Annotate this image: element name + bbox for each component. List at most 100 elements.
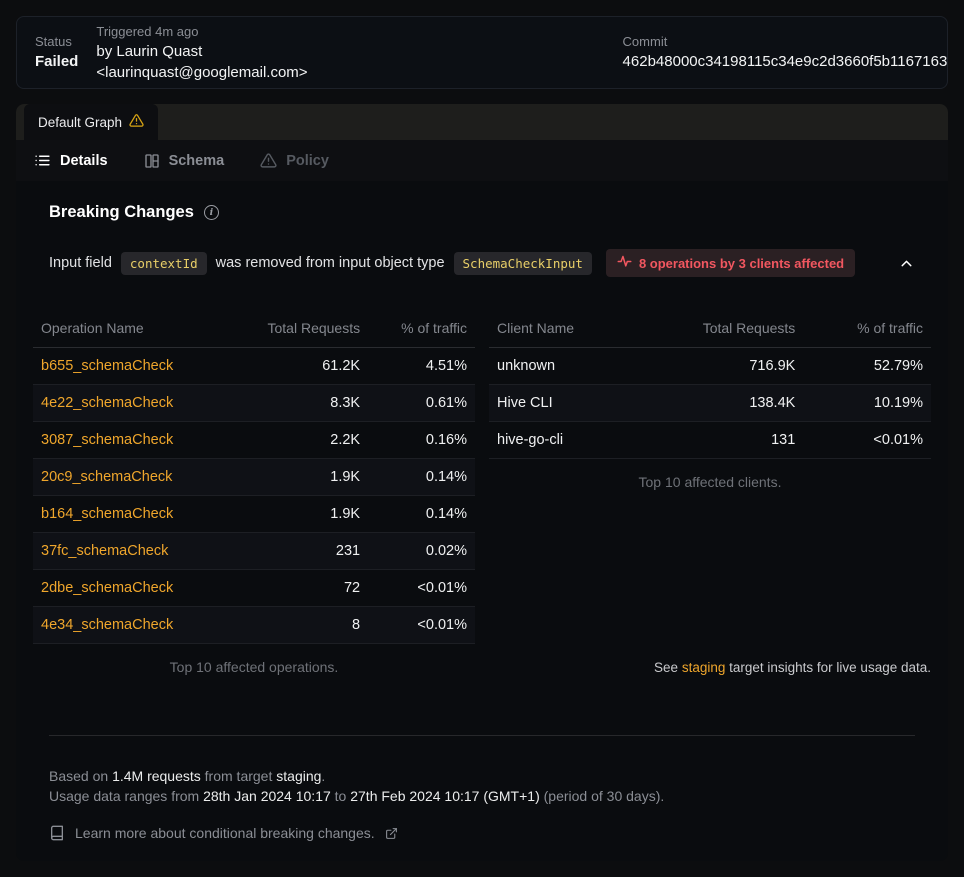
operations-caption: Top 10 affected operations. xyxy=(169,659,339,675)
commit-hash: 462b48000c34198115c34e9c2d3660f5b1167163 xyxy=(622,53,948,70)
based-target: staging xyxy=(276,768,322,784)
breaking-change-row[interactable]: Input field contextId was removed from i… xyxy=(49,249,915,277)
usage-footer: Based on 1.4M requests from target stagi… xyxy=(49,766,915,843)
affected-badge-label: 8 operations by 3 clients affected xyxy=(638,255,845,271)
range-prefix: Usage data ranges from xyxy=(49,788,200,804)
operation-traffic: <0.01% xyxy=(417,617,467,633)
range-to: to xyxy=(334,788,347,804)
operation-requests: 231 xyxy=(335,543,361,559)
ops-col-name: Operation Name xyxy=(33,312,227,348)
table-row: 4e22_schemaCheck 8.3K 0.61% xyxy=(33,384,475,422)
based-suffix: . xyxy=(321,768,326,784)
table-row: b164_schemaCheck 1.9K 0.14% xyxy=(33,496,475,533)
table-row: hive-go-cli 131 <0.01% xyxy=(489,422,931,459)
operations-table-panel: Operation Name Total Requests % of traff… xyxy=(33,312,475,675)
tab-schema[interactable]: Schema xyxy=(144,152,225,169)
operation-link[interactable]: 2dbe_schemaCheck xyxy=(41,580,174,596)
ops-col-traffic: % of traffic xyxy=(368,312,475,348)
insights-note: See staging target insights for live usa… xyxy=(489,630,931,675)
affected-badge: 8 operations by 3 clients affected xyxy=(605,249,856,277)
based-prefix: Based on xyxy=(49,768,109,784)
section-tabs: Details Schema xyxy=(16,140,948,181)
clients-col-name: Client Name xyxy=(489,312,635,348)
tab-default-graph[interactable]: Default Graph xyxy=(24,104,159,140)
table-row: b655_schemaCheck 61.2K 4.51% xyxy=(33,348,475,385)
insights-note-suffix: target insights for live usage data. xyxy=(729,660,931,675)
learn-more-label: Learn more about conditional breaking ch… xyxy=(75,825,375,841)
client-name: unknown xyxy=(497,358,556,374)
based-on-line: Based on 1.4M requests from target stagi… xyxy=(49,766,915,786)
based-middle: from target xyxy=(204,768,273,784)
change-type-code: SchemaCheckInput xyxy=(453,251,592,275)
learn-more-link[interactable]: Learn more about conditional breaking ch… xyxy=(49,823,915,843)
operation-link[interactable]: b655_schemaCheck xyxy=(41,358,174,374)
range-start: 28th Jan 2024 10:17 xyxy=(203,788,331,804)
info-icon[interactable]: i xyxy=(203,205,219,220)
client-requests: 138.4K xyxy=(749,395,796,411)
operation-requests: 61.2K xyxy=(322,358,361,374)
table-row: Hive CLI 138.4K 10.19% xyxy=(489,384,931,422)
breaking-changes-title: Breaking Changes xyxy=(49,203,194,221)
operation-traffic: 0.02% xyxy=(425,543,467,559)
range-suffix: (period of 30 days). xyxy=(543,788,665,804)
triggered-label: Triggered 4m ago xyxy=(96,23,199,39)
staging-target-link[interactable]: staging xyxy=(681,660,726,675)
tab-details-label: Details xyxy=(60,152,108,169)
tab-policy[interactable]: Policy xyxy=(260,152,329,169)
operation-traffic: <0.01% xyxy=(417,580,467,596)
clients-table: Client Name Total Requests % of traffic … xyxy=(489,312,931,459)
range-end: 27th Feb 2024 10:17 (GMT+1) xyxy=(350,788,540,804)
pulse-icon xyxy=(617,254,632,272)
client-requests: 131 xyxy=(771,432,796,448)
operation-requests: 8 xyxy=(352,617,361,633)
status-value: Failed xyxy=(35,53,79,70)
table-row: 2dbe_schemaCheck 72 <0.01% xyxy=(33,570,475,607)
operation-traffic: 0.14% xyxy=(425,506,467,522)
insights-note-prefix: See xyxy=(654,660,679,675)
change-field-code: contextId xyxy=(120,251,207,275)
operation-requests: 72 xyxy=(343,580,361,596)
list-icon xyxy=(34,152,51,169)
details-content: Breaking Changes i Input field contextId… xyxy=(16,181,948,861)
columns-icon xyxy=(144,153,160,169)
external-link-icon xyxy=(385,827,398,840)
clients-caption: Top 10 affected clients. xyxy=(638,474,782,490)
operation-link[interactable]: 37fc_schemaCheck xyxy=(41,543,169,559)
commit-group: Commit 462b48000c34198115c34e9c2d3660f5b… xyxy=(623,33,948,72)
client-name: hive-go-cli xyxy=(497,432,564,448)
operation-requests: 8.3K xyxy=(330,395,361,411)
operation-requests: 1.9K xyxy=(330,506,361,522)
operation-link[interactable]: b164_schemaCheck xyxy=(41,506,174,522)
client-name: Hive CLI xyxy=(497,395,553,411)
table-row: 37fc_schemaCheck 231 0.02% xyxy=(33,532,475,570)
range-line: Usage data ranges from 28th Jan 2024 10:… xyxy=(49,786,915,806)
tab-schema-label: Schema xyxy=(168,152,225,169)
triggered-author: by Laurin Quast <laurinquast@googlemail.… xyxy=(96,42,308,81)
operation-requests: 1.9K xyxy=(330,469,361,485)
based-requests: 1.4M requests xyxy=(112,768,201,784)
operation-traffic: 4.51% xyxy=(425,358,467,374)
divider xyxy=(49,735,915,736)
book-icon xyxy=(49,825,65,841)
table-row: 20c9_schemaCheck 1.9K 0.14% xyxy=(33,458,475,496)
commit-label: Commit xyxy=(622,34,668,49)
table-row: unknown 716.9K 52.79% xyxy=(489,348,931,385)
warning-icon xyxy=(129,113,144,131)
status-group: Status Failed xyxy=(35,33,78,72)
client-traffic: <0.01% xyxy=(873,432,923,448)
chevron-up-icon[interactable] xyxy=(898,255,915,272)
graph-tab-strip: Default Graph xyxy=(16,104,948,140)
change-text-prefix: Input field xyxy=(49,255,112,271)
change-text-middle: was removed from input object type xyxy=(215,255,445,271)
tab-policy-label: Policy xyxy=(286,152,329,169)
operation-link[interactable]: 4e34_schemaCheck xyxy=(41,617,174,633)
operation-link[interactable]: 4e22_schemaCheck xyxy=(41,395,174,411)
client-traffic: 52.79% xyxy=(873,358,923,374)
operation-link[interactable]: 20c9_schemaCheck xyxy=(41,469,173,485)
tab-details[interactable]: Details xyxy=(34,152,108,169)
operation-link[interactable]: 3087_schemaCheck xyxy=(41,432,174,448)
operation-traffic: 0.16% xyxy=(425,432,467,448)
check-detail-card: Default Graph xyxy=(16,104,948,861)
graph-tab-label: Default Graph xyxy=(38,114,123,130)
